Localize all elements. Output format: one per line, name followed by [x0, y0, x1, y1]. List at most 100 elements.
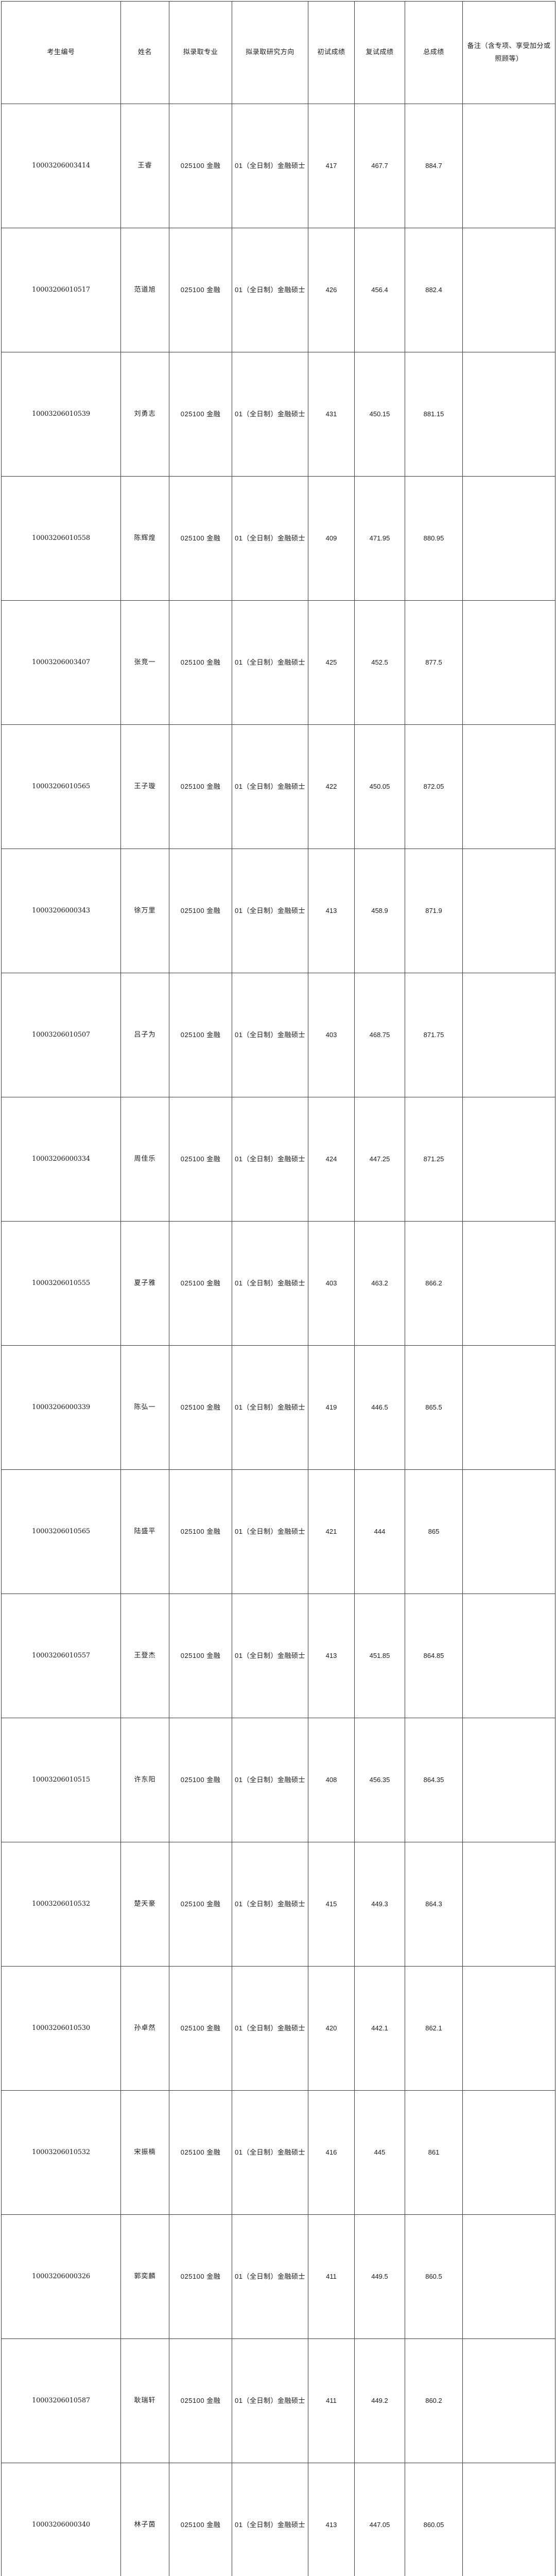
column-header-name: 姓名 [120, 1, 169, 104]
column-header-major: 拟录取专业 [169, 1, 232, 104]
cell-id: 10003206010532 [1, 2090, 121, 2215]
cell-direction: 01（全日制）金融硕士 [232, 849, 308, 973]
cell-second: 451.85 [354, 1594, 405, 1718]
cell-name: 林子茵 [120, 2463, 169, 2576]
cell-direction: 01（全日制）金融硕士 [232, 2463, 308, 2576]
cell-direction: 01（全日制）金融硕士 [232, 476, 308, 601]
cell-total: 860.05 [405, 2463, 463, 2576]
table-row: 10003206010539 刘勇志 025100 金融 01（全日制）金融硕士 431… [1, 352, 555, 477]
cell-major: 025100 金融 [169, 1221, 232, 1346]
cell-id: 10003206010530 [1, 1966, 121, 2091]
cell-remark [462, 600, 555, 725]
table-row: 10003206000339 陈弘一 025100 金融 01（全日制）金融硕士 419… [1, 1345, 555, 1470]
cell-major: 025100 金融 [169, 2214, 232, 2339]
cell-remark [462, 2214, 555, 2339]
cell-remark [462, 352, 555, 477]
cell-direction: 01（全日制）金融硕士 [232, 2090, 308, 2215]
table-row: 10003206010558 陈辉煌 025100 金融 01（全日制）金融硕士 409… [1, 476, 555, 601]
cell-major: 025100 金融 [169, 2090, 232, 2215]
cell-major: 025100 金融 [169, 724, 232, 849]
table-row: 10003206010517 范道旭 025100 金融 01（全日制）金融硕士 426… [1, 228, 555, 352]
cell-total: 880.95 [405, 476, 463, 601]
cell-first: 413 [308, 849, 355, 973]
cell-total: 860.5 [405, 2214, 463, 2339]
cell-direction: 01（全日制）金融硕士 [232, 600, 308, 725]
table-row: 10003206010565 陆盛平 025100 金融 01（全日制）金融硕士 421… [1, 1469, 555, 1594]
cell-remark [462, 1097, 555, 1222]
cell-name: 张竞一 [120, 600, 169, 725]
column-header-second-exam-score: 复试成绩 [354, 1, 405, 104]
cell-direction: 01（全日制）金融硕士 [232, 1842, 308, 1967]
cell-id: 10003206003407 [1, 600, 121, 725]
table-row: 10003206010587 耿瑞轩 025100 金融 01（全日制）金融硕士 411… [1, 2338, 555, 2463]
cell-direction: 01（全日制）金融硕士 [232, 352, 308, 477]
column-header-research-direction: 拟录取研究方向 [232, 1, 308, 104]
table-row: 10003206010532 宋振楠 025100 金融 01（全日制）金融硕士 416… [1, 2090, 555, 2215]
cell-first: 416 [308, 2090, 355, 2215]
cell-major: 025100 金融 [169, 1842, 232, 1967]
cell-remark [462, 476, 555, 601]
cell-major: 025100 金融 [169, 1345, 232, 1470]
cell-id: 10003206010587 [1, 2338, 121, 2463]
cell-first: 403 [308, 1221, 355, 1346]
cell-major: 025100 金融 [169, 352, 232, 477]
table-row: 10003206000326 郭奕麟 025100 金融 01（全日制）金融硕士 411… [1, 2214, 555, 2339]
cell-remark [462, 228, 555, 352]
column-header-first-exam-score: 初试成绩 [308, 1, 355, 104]
cell-total: 872.05 [405, 724, 463, 849]
cell-id: 10003206000340 [1, 2463, 121, 2576]
cell-name: 许东阳 [120, 1718, 169, 1842]
cell-first: 411 [308, 2214, 355, 2339]
cell-total: 884.7 [405, 104, 463, 228]
cell-first: 419 [308, 1345, 355, 1470]
cell-first: 421 [308, 1469, 355, 1594]
cell-direction: 01（全日制）金融硕士 [232, 2338, 308, 2463]
cell-remark [462, 1345, 555, 1470]
cell-first: 417 [308, 104, 355, 228]
table-row: 10003206000334 周佳乐 025100 金融 01（全日制）金融硕士 424… [1, 1097, 555, 1222]
cell-major: 025100 金融 [169, 2463, 232, 2576]
cell-second: 447.05 [354, 2463, 405, 2576]
cell-remark [462, 2090, 555, 2215]
cell-major: 025100 金融 [169, 228, 232, 352]
cell-second: 467.7 [354, 104, 405, 228]
cell-direction: 01（全日制）金融硕士 [232, 973, 308, 1097]
cell-first: 426 [308, 228, 355, 352]
cell-direction: 01（全日制）金融硕士 [232, 2214, 308, 2339]
cell-second: 450.15 [354, 352, 405, 477]
cell-second: 442.1 [354, 1966, 405, 2091]
column-header-total-score: 总成绩 [405, 1, 463, 104]
cell-id: 10003206010517 [1, 228, 121, 352]
table-body: 10003206003414 王睿 025100 金融 01（全日制）金融硕士 417 4… [1, 104, 555, 2576]
cell-name: 耿瑞轩 [120, 2338, 169, 2463]
cell-first: 413 [308, 1594, 355, 1718]
cell-second: 444 [354, 1469, 405, 1594]
cell-second: 446.5 [354, 1345, 405, 1470]
table-row: 10003206000343 徐万里 025100 金融 01（全日制）金融硕士 413… [1, 849, 555, 973]
cell-total: 871.9 [405, 849, 463, 973]
cell-major: 025100 金融 [169, 973, 232, 1097]
cell-name: 王子璇 [120, 724, 169, 849]
cell-total: 864.3 [405, 1842, 463, 1967]
cell-first: 420 [308, 1966, 355, 2091]
cell-remark [462, 1842, 555, 1967]
cell-id: 10003206010558 [1, 476, 121, 601]
cell-second: 471.95 [354, 476, 405, 601]
cell-major: 025100 金融 [169, 2338, 232, 2463]
table-row: 10003206010515 许东阳 025100 金融 01（全日制）金融硕士 408… [1, 1718, 555, 1842]
cell-remark [462, 1966, 555, 2091]
cell-name: 郭奕麟 [120, 2214, 169, 2339]
cell-major: 025100 金融 [169, 1718, 232, 1842]
cell-direction: 01（全日制）金融硕士 [232, 104, 308, 228]
cell-remark [462, 2338, 555, 2463]
cell-total: 882.4 [405, 228, 463, 352]
cell-name: 周佳乐 [120, 1097, 169, 1222]
cell-major: 025100 金融 [169, 1594, 232, 1718]
cell-second: 447.25 [354, 1097, 405, 1222]
cell-id: 10003206010539 [1, 352, 121, 477]
cell-name: 王睿 [120, 104, 169, 228]
cell-remark [462, 1718, 555, 1842]
cell-remark [462, 1469, 555, 1594]
